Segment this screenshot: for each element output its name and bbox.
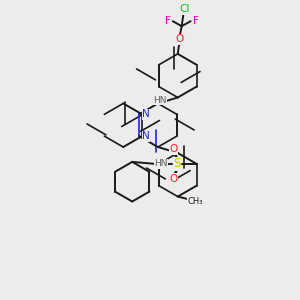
Text: HN: HN [154, 159, 168, 168]
Text: S: S [173, 158, 181, 170]
Text: O: O [170, 144, 178, 154]
Text: N: N [142, 131, 150, 141]
Text: O: O [176, 34, 184, 44]
Text: O: O [170, 174, 178, 184]
Text: F: F [165, 16, 171, 26]
Text: N: N [142, 109, 150, 119]
Text: F: F [193, 16, 199, 26]
Text: Cl: Cl [179, 4, 190, 14]
Text: HN: HN [153, 96, 167, 105]
Text: CH₃: CH₃ [188, 197, 203, 206]
